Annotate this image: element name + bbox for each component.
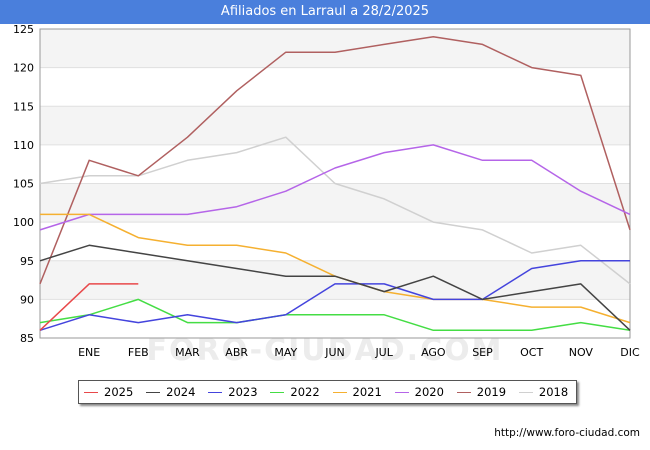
x-tick-label: AGO: [421, 346, 446, 359]
series-line-2020: [39, 144, 631, 231]
x-tick-label: OCT: [520, 346, 543, 359]
x-tick-label: ENE: [78, 346, 100, 359]
y-tick-label: 85: [20, 332, 34, 345]
legend-label-2023: 2023: [228, 385, 258, 399]
legend: 2025 2024 2023 2022 2021 2020 2019 2018: [78, 380, 577, 404]
source-url[interactable]: http://www.foro-ciudad.com: [494, 427, 640, 439]
y-tick-label: 115: [13, 100, 34, 113]
x-tick-label: MAY: [274, 346, 297, 359]
x-tick-label: MAR: [175, 346, 200, 359]
x-tick-label: DIC: [620, 346, 640, 359]
series-line-2022: [39, 298, 631, 332]
grid-band: [40, 260, 630, 300]
series-line-2023: [39, 260, 630, 332]
grid-band: [40, 29, 630, 68]
legend-swatch-2024: [146, 392, 161, 393]
legend-swatch-2023: [208, 392, 223, 393]
y-tick-label: 95: [20, 255, 34, 268]
legend-label-2018: 2018: [538, 385, 569, 399]
legend-label-2019: 2019: [476, 385, 507, 399]
title-bar: Afiliados en Larraul a 28/2/2025: [0, 0, 650, 24]
legend-swatch-2025: [84, 392, 98, 393]
x-tick-label: SEP: [472, 346, 493, 359]
y-tick-label: 120: [13, 62, 34, 75]
y-tick-label: 110: [13, 139, 34, 152]
legend-label-2025: 2025: [104, 385, 134, 399]
legend-label-2021: 2021: [352, 385, 382, 399]
legend-swatch-2021: [332, 392, 347, 393]
legend-label-2024: 2024: [166, 385, 196, 399]
x-tick-label: ABR: [225, 346, 248, 359]
x-tick-label: JUN: [324, 346, 345, 359]
legend-swatch-2018: [518, 392, 533, 393]
grid-band: [40, 183, 630, 223]
x-tick-label: FEB: [128, 346, 149, 359]
y-tick-label: 100: [13, 216, 34, 229]
legend-label-2020: 2020: [414, 385, 444, 399]
legend-swatch-2019: [456, 392, 471, 393]
grid-band: [40, 106, 630, 145]
watermark: FORO-CIUDAD.COM: [146, 333, 504, 368]
legend-label-2022: 2022: [290, 385, 320, 399]
series-line-2024: [39, 244, 631, 331]
y-tick-label: 105: [13, 178, 34, 191]
legend-swatch-2022: [270, 392, 285, 393]
legend-swatch-2020: [394, 392, 409, 393]
series-line-2025: [39, 283, 139, 331]
y-tick-label: 125: [13, 23, 34, 36]
chart-title: Afiliados en Larraul a 28/2/2025: [220, 4, 430, 19]
y-tick-label: 90: [20, 293, 34, 306]
x-tick-label: NOV: [569, 346, 594, 359]
x-tick-label: JUL: [374, 346, 393, 359]
series-line-2019: [39, 35, 631, 285]
